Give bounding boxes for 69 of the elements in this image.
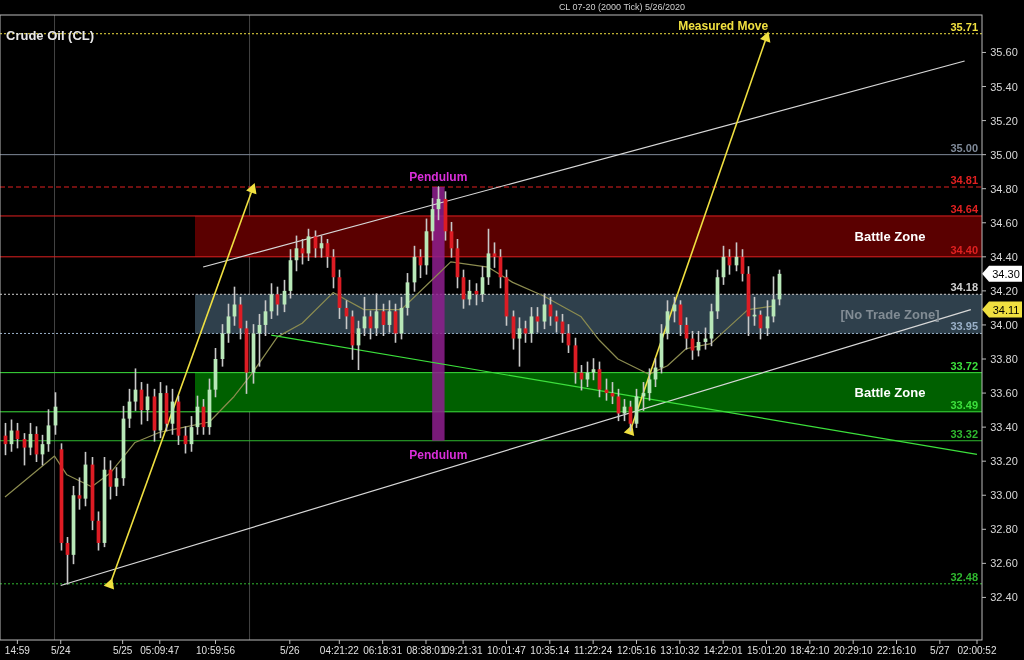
- y-tick-label: 35.00: [990, 148, 1018, 161]
- y-tick-label: 32.40: [990, 591, 1018, 604]
- ref-line-label: 33.32: [950, 427, 978, 440]
- annotation: Measured Move: [678, 18, 769, 33]
- x-tick-label: 10:59:56: [196, 645, 236, 656]
- band-label: Battle Zone: [854, 385, 926, 401]
- candlestick: [554, 310, 559, 333]
- x-tick-label: 5/27: [930, 645, 951, 656]
- ref-line-label: 34.81: [950, 174, 978, 186]
- ref-line-label: 34.18: [950, 281, 978, 294]
- x-tick-label: 15:01:20: [747, 645, 787, 656]
- y-tick-label: 35.40: [990, 80, 1018, 93]
- candlestick: [77, 477, 82, 510]
- y-tick-label: 32.80: [990, 523, 1018, 536]
- point: [623, 424, 635, 437]
- ref-line-label: 34.40: [950, 243, 978, 256]
- x-tick-label: 20:29:10: [833, 645, 874, 656]
- y-tick-label: 35.60: [990, 46, 1018, 59]
- x-tick-label: 14:22:01: [703, 645, 744, 656]
- ref-line-label: 32.48: [950, 570, 978, 583]
- y-tick-label: 33.20: [990, 455, 1018, 468]
- x-tick-label: 06:18:31: [363, 645, 403, 656]
- x-tick-label: 5/24: [50, 645, 71, 656]
- x-tick-label: 10:01:47: [487, 645, 527, 656]
- text: Crude Oil (CL): [6, 28, 95, 43]
- x-tick-label: 18:42:10: [790, 645, 830, 656]
- y-tick-label: 34.00: [990, 318, 1018, 331]
- ref-line-label: 33.49: [950, 398, 978, 411]
- ref-line-label: 33.95: [950, 320, 978, 333]
- x-tick-label: 04:21:22: [319, 645, 360, 656]
- x-tick-label: 11:22:24: [574, 645, 613, 656]
- y-tick-label: 35.20: [990, 114, 1018, 127]
- ref-line-label: 35.71: [950, 20, 978, 33]
- x-tick-label: 5/26: [280, 645, 300, 656]
- x-tick-label: 13:10:32: [660, 645, 700, 656]
- y-tick-label: 34.20: [990, 284, 1018, 297]
- band-label: Battle Zone: [854, 229, 926, 245]
- y-tick-label: 32.60: [990, 557, 1018, 570]
- point: [103, 578, 115, 590]
- x-tick-label: 10:35:14: [530, 645, 570, 656]
- x-tick-label: 5/25: [112, 645, 133, 656]
- point: [760, 31, 771, 43]
- y-tick-label: 34.80: [990, 182, 1018, 195]
- x-tick-label: 14:59: [4, 645, 31, 656]
- y-tick-label: 33.40: [990, 421, 1018, 434]
- ref-line-label: 34.64: [950, 202, 979, 215]
- x-tick-label: 02:00:52: [957, 645, 997, 656]
- y-tick-label: 33.60: [990, 387, 1018, 400]
- x-tick-label: 09:21:31: [443, 645, 484, 656]
- x-tick-label: 22:16:10: [877, 645, 917, 656]
- candlestick: [591, 358, 596, 381]
- y-tick-label: 34.40: [990, 250, 1018, 263]
- annotation: Pendulum: [409, 447, 468, 462]
- ref-line-label: 33.72: [950, 359, 978, 372]
- y-tick-label: 33.80: [990, 353, 1018, 366]
- annotation: Pendulum: [409, 170, 468, 184]
- band-label: [No Trade Zone]: [840, 306, 940, 322]
- point: [246, 183, 257, 195]
- text: 34.30: [992, 267, 1020, 280]
- y-tick-label: 34.60: [990, 216, 1018, 229]
- ref-line-label: 35.00: [950, 141, 978, 154]
- text: 34.11: [992, 303, 1020, 316]
- x-tick-label: 12:05:16: [617, 645, 657, 656]
- line-series: [4, 261, 774, 498]
- x-tick-label: 08:38:01: [406, 645, 446, 656]
- chart-title: CL 07-20 (2000 Tick) 5/26/2020: [558, 2, 686, 12]
- y-tick-label: 33.00: [990, 489, 1018, 502]
- candlestick: [535, 307, 540, 333]
- x-tick-label: 05:09:47: [140, 645, 180, 656]
